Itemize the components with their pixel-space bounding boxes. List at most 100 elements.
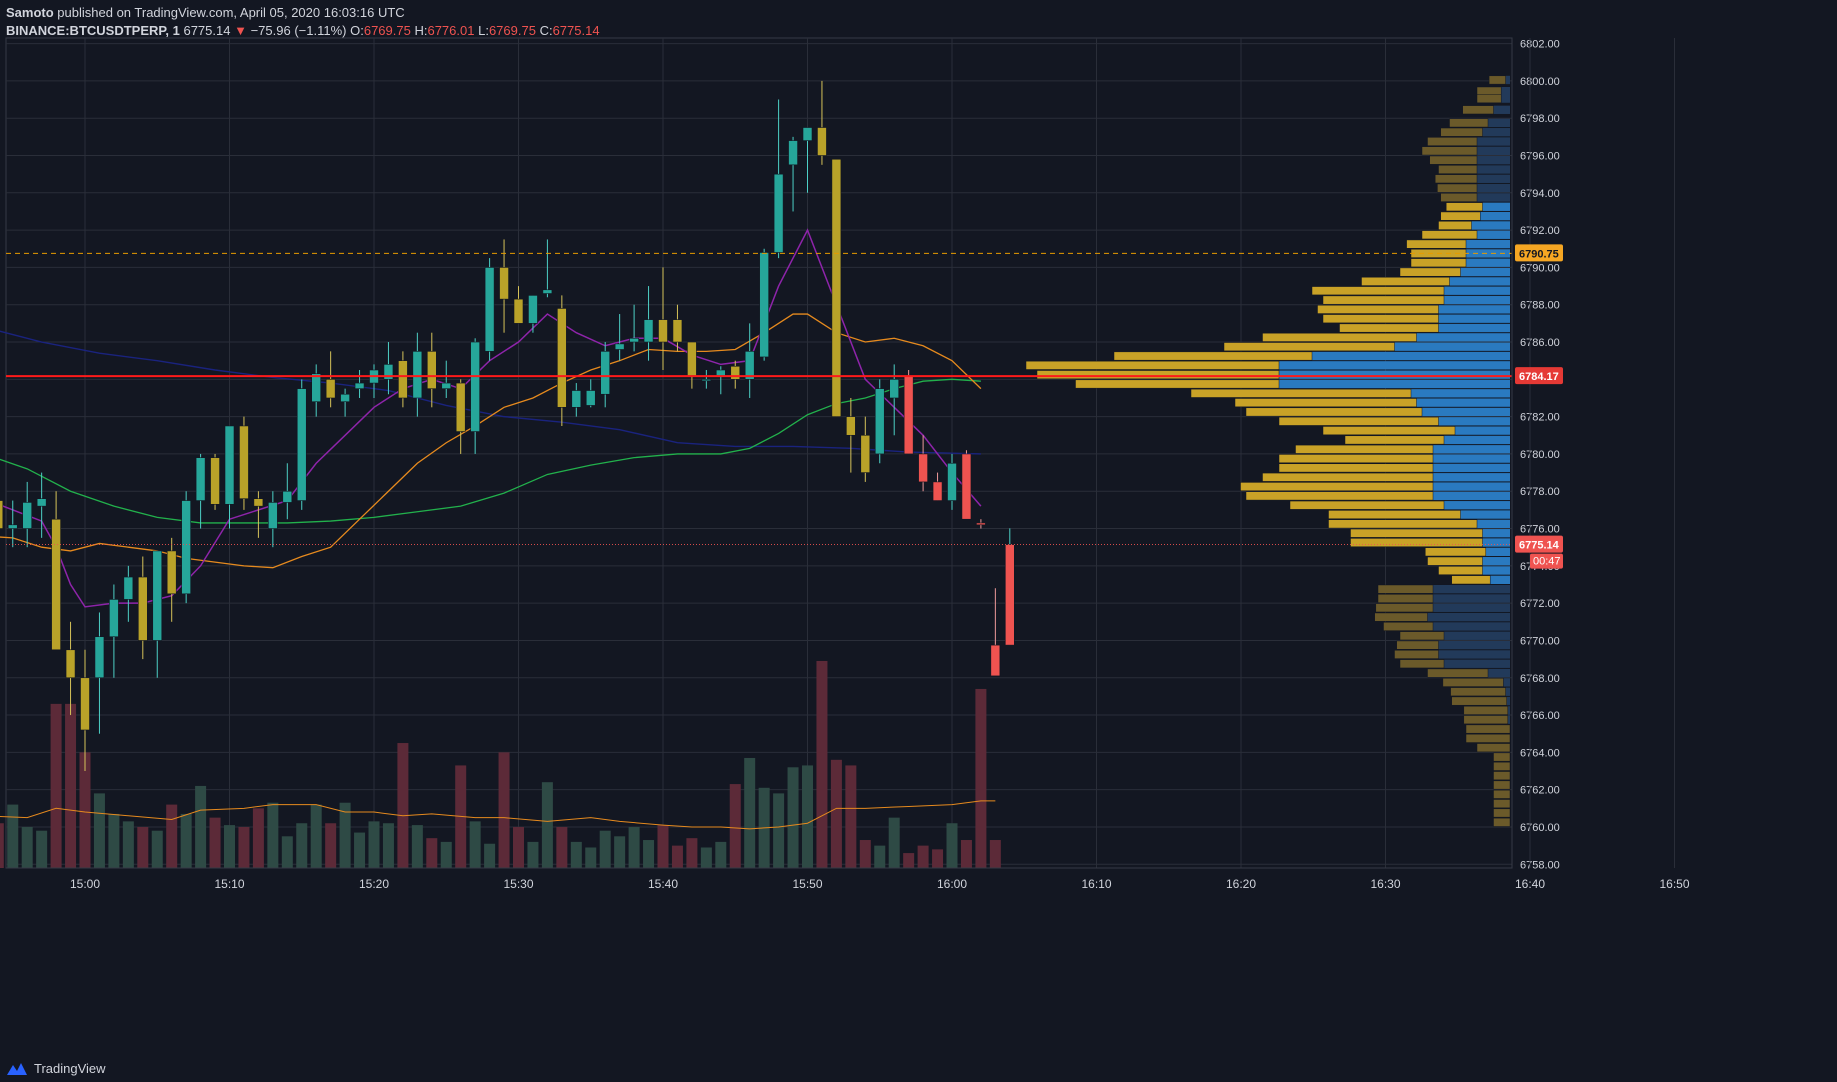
brand-name[interactable]: TradingView (34, 1061, 106, 1076)
volume-profile-up-bar (1471, 221, 1510, 230)
y-tick-label: 6794.00 (1520, 188, 1560, 200)
tradingview-logo-icon (7, 1062, 27, 1075)
candle-body (817, 127, 827, 156)
volume-profile-down-bar (1427, 668, 1489, 678)
down-arrow-icon: ▼ (234, 23, 247, 38)
volume-bar (166, 804, 178, 868)
x-tick-label: 15:30 (503, 877, 533, 891)
volume-profile-down-bar (1350, 528, 1483, 538)
volume-bar (989, 840, 1001, 868)
volume-profile-up-bar (1279, 379, 1510, 389)
volume-profile-down-bar (1317, 304, 1439, 314)
volume-profile-up-bar (1482, 538, 1510, 547)
y-tick-label: 6796.00 (1520, 151, 1560, 163)
volume-profile-up-bar (1444, 295, 1510, 305)
candle-body (889, 379, 900, 399)
volume-profile-up-bar (1488, 118, 1510, 128)
volume-profile-up-bar (1438, 640, 1510, 650)
volume-profile-up-bar (1433, 584, 1510, 594)
volume-profile-down-bar (1493, 771, 1511, 781)
volume-profile-down-bar (1240, 482, 1434, 491)
chart-header: Samoto published on TradingView.com, Apr… (6, 4, 600, 40)
candle-body (426, 351, 437, 389)
countdown-box (1530, 553, 1563, 569)
volume-profile-up-bar (1438, 650, 1510, 659)
y-tick-label: 6766.00 (1520, 710, 1560, 722)
volume-profile-down-bar (1493, 752, 1511, 762)
y-tick-label: 6788.00 (1520, 300, 1560, 312)
volume-bar (960, 840, 972, 868)
footer: TradingView (6, 1061, 106, 1076)
volume-bar (556, 826, 568, 868)
volume-profile-down-bar (1399, 267, 1461, 277)
candles (0, 80, 1015, 772)
volume-bar (527, 841, 539, 868)
candle-body (773, 173, 784, 253)
countdown-label: 00:47 (1533, 556, 1561, 568)
candle-body (672, 319, 683, 343)
y-tick-label: 6786.00 (1520, 337, 1560, 349)
volume-profile-up-bar (1503, 678, 1510, 687)
y-tick-label: 6764.00 (1520, 747, 1560, 759)
volume-bar (671, 845, 683, 868)
volume-profile-down-bar (1427, 137, 1478, 146)
volume-profile-up-bar (1493, 105, 1510, 114)
volume-profile-up-bar (1505, 687, 1510, 696)
volume-bar (238, 826, 250, 868)
candle-body (542, 289, 553, 294)
x-tick-label: 16:50 (1659, 877, 1689, 891)
candle-body (600, 351, 611, 395)
volume-bar (339, 802, 351, 868)
price-change: −75.96 (−1.11%) (250, 23, 347, 38)
symbol-name[interactable]: BINANCE:BTCUSDTPERP, 1 (6, 23, 180, 38)
candle-body (224, 425, 235, 505)
y-tick-label: 6760.00 (1520, 822, 1560, 834)
volume-profile-down-bar (1377, 594, 1434, 603)
candle-body (296, 388, 307, 501)
candle-body (658, 319, 668, 343)
volume-profile-down-bar (1451, 575, 1491, 585)
volume-profile-up-bar (1433, 454, 1510, 463)
publish-line: Samoto published on TradingView.com, Apr… (6, 4, 600, 22)
author-name[interactable]: Samoto (6, 5, 54, 20)
volume-bar (570, 841, 582, 868)
volume-profile-down-bar (1488, 75, 1506, 85)
volume-profile-down-bar (1445, 202, 1483, 212)
candle-body (585, 390, 596, 406)
volume-bar (440, 841, 452, 868)
candle-body (470, 341, 480, 432)
x-tick-label: 16:40 (1515, 877, 1545, 891)
volume-profile-up-bar (1394, 342, 1510, 351)
y-tick-label: 6772.00 (1520, 598, 1560, 610)
y-tick-label: 6758.00 (1520, 859, 1560, 871)
volume-profile-down-bar (1440, 193, 1478, 202)
candle-body (36, 498, 47, 507)
y-tick-label: 6778.00 (1520, 486, 1560, 498)
y-tick-label: 6770.00 (1520, 635, 1560, 647)
candle-body (282, 490, 293, 503)
volume-profile-down-bar (1377, 584, 1434, 594)
candle-body (903, 375, 914, 455)
candle-body (22, 502, 33, 529)
volume-profile-down-bar (1429, 155, 1478, 165)
volume-bar (845, 765, 857, 868)
x-tick-label: 15:00 (70, 877, 100, 891)
volume-ma-line (0, 800, 996, 830)
volume-profile-up-bar (1466, 258, 1510, 267)
volume-profile-down-bar (1322, 295, 1445, 305)
plot-area[interactable] (5, 37, 1513, 869)
volume-bar (224, 825, 235, 868)
volume-profile-down-bar (1036, 370, 1280, 380)
volume-bar (686, 838, 698, 868)
volume-profile-up-bar (1444, 659, 1510, 668)
volume-profile-down-bar (1322, 314, 1439, 324)
volume-bar (122, 821, 134, 868)
volume-bar (859, 840, 871, 868)
candle-body (643, 319, 654, 343)
volume-profile-down-bar (1328, 510, 1461, 519)
candle-body (744, 351, 755, 380)
volume-profile-up-bar (1482, 128, 1510, 137)
volume-profile-down-bar (1421, 230, 1478, 240)
candle-body (65, 649, 76, 679)
